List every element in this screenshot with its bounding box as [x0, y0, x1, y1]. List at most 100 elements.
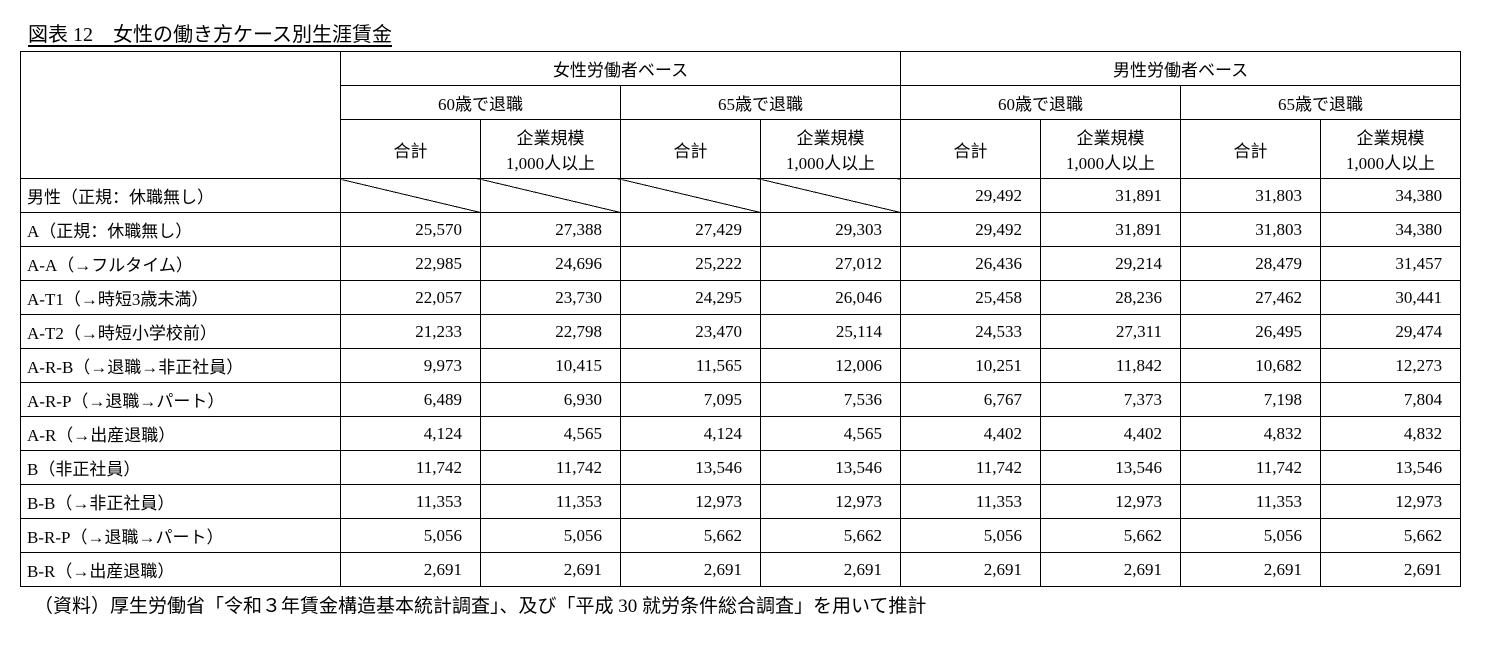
- cell-value: 4,124: [621, 417, 761, 451]
- cell-value: 12,973: [1321, 485, 1461, 519]
- cell-value: 5,056: [481, 519, 621, 553]
- cell-value: 12,006: [761, 349, 901, 383]
- cell-na: [481, 179, 621, 213]
- table-row: A-A（→フルタイム）22,98524,69625,22227,01226,43…: [21, 247, 1461, 281]
- cell-value: 9,973: [341, 349, 481, 383]
- cell-value: 5,056: [341, 519, 481, 553]
- cell-value: 11,565: [621, 349, 761, 383]
- cell-na: [341, 179, 481, 213]
- table-row: B（非正社員）11,74211,74213,54613,54611,74213,…: [21, 451, 1461, 485]
- cell-value: 22,985: [341, 247, 481, 281]
- cell-value: 5,056: [1181, 519, 1321, 553]
- cell-value: 7,198: [1181, 383, 1321, 417]
- table-row: A-T1（→時短3歳未満）22,05723,73024,29526,04625,…: [21, 281, 1461, 315]
- row-label: B-R-P（→退職→パート）: [21, 519, 341, 553]
- cell-value: 30,441: [1321, 281, 1461, 315]
- cell-value: 34,380: [1321, 179, 1461, 213]
- cell-value: 4,565: [761, 417, 901, 451]
- cell-value: 28,479: [1181, 247, 1321, 281]
- cell-value: 29,492: [901, 179, 1041, 213]
- table-row: A-T2（→時短小学校前）21,23322,79823,47025,11424,…: [21, 315, 1461, 349]
- table-body: 男性（正規：休職無し）29,49231,89131,80334,380A（正規：…: [21, 179, 1461, 587]
- cell-value: 25,114: [761, 315, 901, 349]
- cell-value: 6,489: [341, 383, 481, 417]
- cell-value: 27,462: [1181, 281, 1321, 315]
- row-label: B-R（→出産退職）: [21, 553, 341, 587]
- cell-value: 11,353: [481, 485, 621, 519]
- cell-value: 7,536: [761, 383, 901, 417]
- row-label: A-T2（→時短小学校前）: [21, 315, 341, 349]
- table-row: A（正規：休職無し）25,57027,38827,42929,30329,492…: [21, 213, 1461, 247]
- header-large-firm: 企業規模1,000人以上: [481, 120, 621, 179]
- table-row: A-R-B（→退職→非正社員）9,97310,41511,56512,00610…: [21, 349, 1461, 383]
- cell-value: 5,662: [1321, 519, 1461, 553]
- row-label: A-T1（→時短3歳未満）: [21, 281, 341, 315]
- row-label: B（非正社員）: [21, 451, 341, 485]
- cell-value: 27,388: [481, 213, 621, 247]
- header-female-group: 女性労働者ベース: [341, 52, 901, 86]
- cell-value: 26,436: [901, 247, 1041, 281]
- cell-value: 11,353: [341, 485, 481, 519]
- header-m-retire60: 60歳で退職: [901, 86, 1181, 120]
- cell-value: 2,691: [1041, 553, 1181, 587]
- cell-value: 13,546: [1041, 451, 1181, 485]
- cell-value: 25,222: [621, 247, 761, 281]
- cell-value: 31,891: [1041, 179, 1181, 213]
- cell-value: 28,236: [1041, 281, 1181, 315]
- cell-value: 22,057: [341, 281, 481, 315]
- cell-value: 24,533: [901, 315, 1041, 349]
- cell-value: 10,682: [1181, 349, 1321, 383]
- cell-value: 6,767: [901, 383, 1041, 417]
- cell-value: 12,973: [761, 485, 901, 519]
- header-f-retire65: 65歳で退職: [621, 86, 901, 120]
- cell-value: 4,832: [1181, 417, 1321, 451]
- cell-value: 26,046: [761, 281, 901, 315]
- header-total: 合計: [341, 120, 481, 179]
- cell-value: 34,380: [1321, 213, 1461, 247]
- cell-value: 4,565: [481, 417, 621, 451]
- row-label: A-R-P（→退職→パート）: [21, 383, 341, 417]
- cell-value: 12,273: [1321, 349, 1461, 383]
- row-label: A（正規：休職無し）: [21, 213, 341, 247]
- cell-value: 12,973: [621, 485, 761, 519]
- cell-value: 4,124: [341, 417, 481, 451]
- cell-value: 11,742: [1181, 451, 1321, 485]
- table-row: A-R（→出産退職）4,1244,5654,1244,5654,4024,402…: [21, 417, 1461, 451]
- header-total: 合計: [901, 120, 1041, 179]
- cell-value: 2,691: [621, 553, 761, 587]
- cell-value: 11,353: [1181, 485, 1321, 519]
- header-large-firm: 企業規模1,000人以上: [1041, 120, 1181, 179]
- cell-value: 2,691: [341, 553, 481, 587]
- cell-value: 4,402: [1041, 417, 1181, 451]
- cell-value: 4,832: [1321, 417, 1461, 451]
- cell-na: [621, 179, 761, 213]
- header-total: 合計: [621, 120, 761, 179]
- cell-value: 5,662: [621, 519, 761, 553]
- cell-value: 31,891: [1041, 213, 1181, 247]
- cell-value: 25,458: [901, 281, 1041, 315]
- cell-value: 23,470: [621, 315, 761, 349]
- cell-value: 22,798: [481, 315, 621, 349]
- cell-value: 2,691: [481, 553, 621, 587]
- header-large-firm: 企業規模1,000人以上: [761, 120, 901, 179]
- cell-value: 11,353: [901, 485, 1041, 519]
- row-label: 男性（正規：休職無し）: [21, 179, 341, 213]
- cell-value: 2,691: [901, 553, 1041, 587]
- cell-value: 23,730: [481, 281, 621, 315]
- cell-value: 13,546: [1321, 451, 1461, 485]
- table-header: 女性労働者ベース 男性労働者ベース 60歳で退職 65歳で退職 60歳で退職 6…: [21, 52, 1461, 179]
- table-row: A-R-P（→退職→パート）6,4896,9307,0957,5366,767 7…: [21, 383, 1461, 417]
- source-note: （資料）厚生労働省「令和３年賃金構造基本統計調査」、及び「平成 30 就労条件総…: [34, 591, 1474, 618]
- cell-value: 7,095: [621, 383, 761, 417]
- cell-value: 6,930: [481, 383, 621, 417]
- cell-value: 2,691: [1321, 553, 1461, 587]
- cell-value: 29,214: [1041, 247, 1181, 281]
- cell-value: 2,691: [1181, 553, 1321, 587]
- cell-value: 31,803: [1181, 213, 1321, 247]
- cell-value: 11,742: [341, 451, 481, 485]
- header-f-retire60: 60歳で退職: [341, 86, 621, 120]
- cell-value: 10,251: [901, 349, 1041, 383]
- cell-value: 29,474: [1321, 315, 1461, 349]
- cell-na: [761, 179, 901, 213]
- cell-value: 25,570: [341, 213, 481, 247]
